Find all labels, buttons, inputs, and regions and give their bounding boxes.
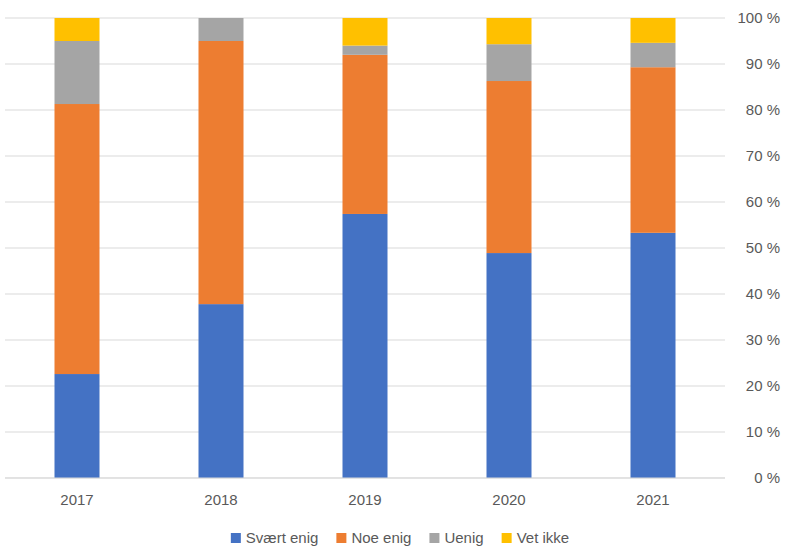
legend-swatch bbox=[336, 533, 346, 543]
bar-segment bbox=[487, 253, 532, 478]
y-tick-label: 100 % bbox=[737, 9, 780, 26]
x-tick-label: 2019 bbox=[348, 491, 381, 508]
y-tick-label: 20 % bbox=[746, 377, 780, 394]
x-tick-label: 2020 bbox=[492, 491, 525, 508]
legend-swatch bbox=[231, 533, 241, 543]
bar-segment bbox=[631, 43, 676, 67]
bar-segment bbox=[55, 374, 100, 478]
chart: 0 % 10 % 20 % 30 % 40 % 50 % 60 % 70 % 80 % 90 % 1… bbox=[0, 0, 800, 553]
bar-segment bbox=[199, 41, 244, 304]
bar-segment bbox=[55, 41, 100, 104]
bar-segment bbox=[199, 18, 244, 41]
x-tick-label: 2021 bbox=[636, 491, 669, 508]
y-tick-label: 80 % bbox=[746, 101, 780, 118]
legend-label: Uenig bbox=[444, 529, 483, 546]
bar-segment bbox=[343, 55, 388, 214]
bar-segment bbox=[487, 44, 532, 81]
y-tick-label: 50 % bbox=[746, 239, 780, 256]
bar-segment bbox=[631, 67, 676, 233]
bar-segment bbox=[55, 18, 100, 41]
legend-label: Noe enig bbox=[351, 529, 411, 546]
y-tick-label: 70 % bbox=[746, 147, 780, 164]
bar-segment bbox=[631, 233, 676, 478]
y-tick-label: 30 % bbox=[746, 331, 780, 348]
y-tick-label: 90 % bbox=[746, 55, 780, 72]
legend-swatch bbox=[429, 533, 439, 543]
x-tick-label: 2017 bbox=[60, 491, 93, 508]
legend-label: Svært enig bbox=[246, 529, 319, 546]
bar-segment bbox=[343, 46, 388, 55]
legend: Svært enig Noe enig Uenig Vet ikke bbox=[231, 529, 569, 546]
bar-segment bbox=[55, 104, 100, 374]
bars bbox=[55, 18, 676, 478]
bar-segment bbox=[199, 18, 244, 19]
y-tick-label: 60 % bbox=[746, 193, 780, 210]
bar-segment bbox=[487, 81, 532, 253]
bar-segment bbox=[631, 18, 676, 43]
bar-segment bbox=[343, 214, 388, 478]
bar-segment bbox=[343, 18, 388, 46]
bar-segment bbox=[487, 18, 532, 44]
x-tick-label: 2018 bbox=[204, 491, 237, 508]
y-tick-label: 0 % bbox=[754, 469, 780, 486]
bar-segment bbox=[199, 304, 244, 478]
y-tick-label: 10 % bbox=[746, 423, 780, 440]
legend-label: Vet ikke bbox=[517, 529, 570, 546]
y-tick-label: 40 % bbox=[746, 285, 780, 302]
grid-line bbox=[5, 478, 725, 479]
x-axis-line bbox=[5, 478, 725, 479]
legend-swatch bbox=[502, 533, 512, 543]
